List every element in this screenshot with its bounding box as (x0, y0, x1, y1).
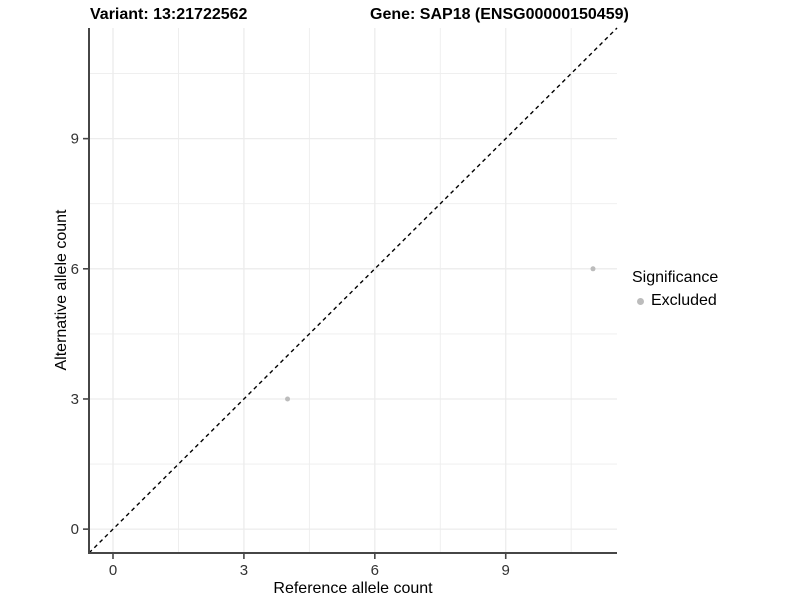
legend: Significance Excluded (632, 269, 718, 310)
y-axis-title: Alternative allele count (53, 209, 70, 371)
legend-title: Significance (632, 269, 719, 286)
y-tick-label: 9 (71, 131, 79, 148)
x-tick-label: 6 (371, 562, 379, 579)
y-tick-label: 6 (71, 261, 79, 278)
y-tick-label: 0 (71, 521, 79, 538)
legend-entry: Excluded (632, 292, 718, 310)
gene-title: Gene: SAP18 (ENSG00000150459) (370, 6, 629, 23)
x-tick-label: 9 (502, 562, 510, 579)
x-tick-label: 3 (240, 562, 248, 579)
identity-line (88, 27, 618, 554)
legend-point-icon (637, 297, 644, 305)
data-point (285, 396, 291, 402)
x-axis-title: Reference allele count (273, 580, 433, 597)
data-point (590, 266, 596, 272)
x-tick-label: 0 (109, 562, 117, 579)
y-tick-label: 3 (71, 391, 79, 408)
legend-entry-label: Excluded (651, 292, 717, 309)
variant-title: Variant: 13:21722562 (90, 6, 248, 23)
